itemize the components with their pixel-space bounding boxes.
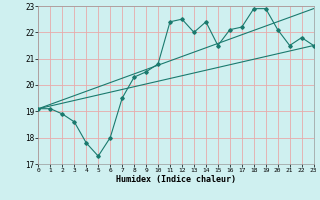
X-axis label: Humidex (Indice chaleur): Humidex (Indice chaleur)	[116, 175, 236, 184]
